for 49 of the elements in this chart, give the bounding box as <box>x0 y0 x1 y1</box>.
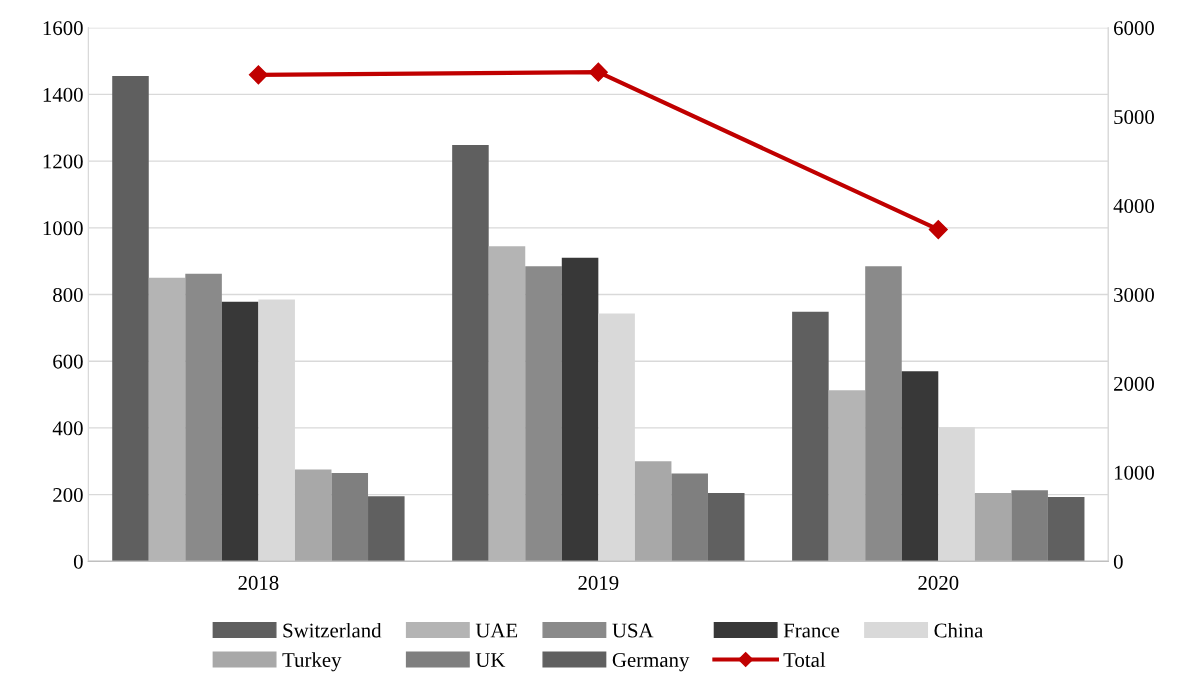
bar <box>792 311 829 562</box>
bar <box>185 273 222 562</box>
y-tick-label: 1200 <box>43 154 83 169</box>
y-tick-label: 400 <box>52 421 83 436</box>
legend-label: Switzerland <box>283 622 382 638</box>
y2-tick-label: 6000 <box>1114 21 1154 36</box>
legend-label: USA <box>612 623 654 638</box>
point <box>588 62 608 82</box>
bar <box>294 469 332 562</box>
x-tick-label: 2019 <box>578 575 619 590</box>
y-tick-label: 1000 <box>43 221 83 236</box>
legend-label: France <box>783 623 840 638</box>
bar <box>901 371 939 562</box>
bar <box>974 492 1012 562</box>
legend-label: China <box>934 622 984 638</box>
bar <box>368 496 405 562</box>
bar <box>221 301 259 562</box>
y2-tick-label: 5000 <box>1114 110 1154 125</box>
legend-label: Total <box>783 652 826 667</box>
legend-label: UK <box>475 653 506 667</box>
bar <box>561 257 599 562</box>
point <box>248 65 268 85</box>
y-tick-label: 1400 <box>43 87 83 102</box>
bar <box>865 266 902 562</box>
y-tick-label: 1600 <box>43 21 83 36</box>
point <box>928 220 948 240</box>
bar <box>452 145 489 562</box>
y2-tick-label: 0 <box>1113 554 1123 569</box>
y2-tick-label: 3000 <box>1114 287 1154 302</box>
bar <box>1011 490 1048 562</box>
x-tick-label: 2018 <box>238 575 279 590</box>
bar <box>112 76 149 562</box>
y-tick-label: 800 <box>53 287 83 302</box>
bar <box>634 461 672 562</box>
bar <box>707 492 745 562</box>
bar <box>671 473 708 562</box>
y2-tick-label: 2000 <box>1114 376 1154 391</box>
bar <box>331 472 369 562</box>
y2-tick-label: 4000 <box>1113 198 1154 214</box>
bar <box>525 266 562 562</box>
y-tick-label: 0 <box>73 554 83 569</box>
legend-label: Germany <box>612 652 690 672</box>
legend-label: UAE <box>475 623 518 638</box>
y-tick-label: 600 <box>53 354 83 369</box>
x-tick-label: 2020 <box>918 575 959 590</box>
legend-label: Turkey <box>282 652 342 672</box>
bar <box>1047 496 1085 562</box>
y-tick-label: 200 <box>53 488 83 503</box>
y2-tick-label: 1000 <box>1114 465 1154 480</box>
